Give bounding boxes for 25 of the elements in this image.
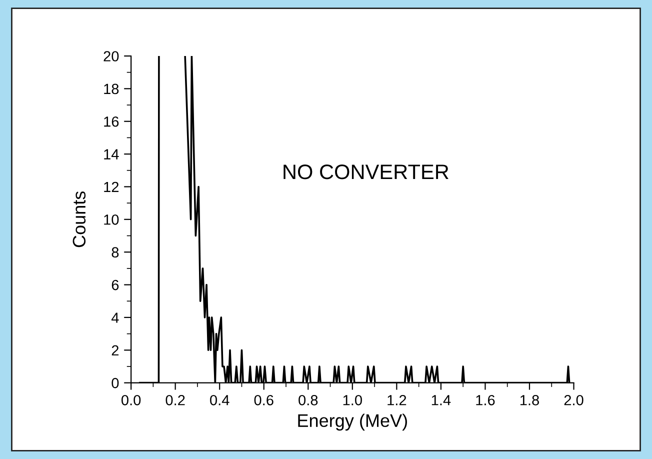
y-tick-label: 2 [112,345,119,356]
y-tick-label: 10 [104,214,119,225]
x-tick-label: 1.4 [432,395,451,406]
x-tick-label: 0.8 [298,394,318,406]
x-axis-title: Energy (MeV) [298,414,407,431]
annotation: NO CONVERTER [284,164,448,180]
x-tick-label: 0.0 [121,394,141,406]
x-tick-label: 1.0 [343,394,362,406]
x-tick-label: 1.2 [388,394,406,406]
y-tick-label: 0 [112,378,119,388]
y-tick-label: 20 [104,51,119,62]
y-tick-label: 12 [104,182,119,192]
x-tick-label: 1.6 [476,394,495,406]
x-tick-label: 1.8 [520,394,539,406]
y-tick-label: 4 [111,312,119,323]
y-tick-label: 14 [104,149,119,160]
x-tick-label: 2.0 [564,394,584,406]
x-tick-label: 0.6 [254,394,274,406]
x-tick-label: 0.2 [166,394,185,406]
x-tick-label: 0.4 [210,394,230,406]
y-tick-label: 18 [104,84,119,94]
y-tick-label: 8 [112,247,119,258]
y-tick-label: 16 [104,116,119,127]
y-tick-label: 6 [112,280,119,290]
y-axis-title: Counts [72,191,86,248]
